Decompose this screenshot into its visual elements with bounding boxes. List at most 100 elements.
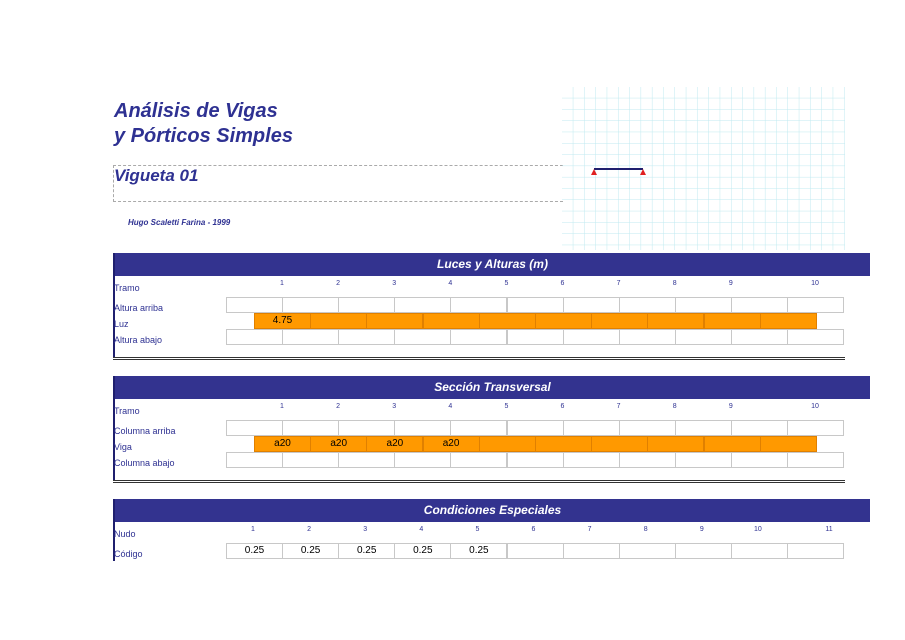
cell	[787, 329, 844, 345]
column-number: 7	[587, 526, 592, 533]
cell: a20	[254, 436, 311, 452]
cell	[703, 436, 761, 452]
cell	[310, 313, 368, 329]
cell	[478, 436, 536, 452]
column-number: 5	[475, 526, 480, 533]
cell: a20	[422, 436, 480, 452]
column-number: 9	[699, 526, 704, 533]
column-number: 4	[448, 280, 453, 287]
cell: 0.25	[450, 543, 508, 559]
column-number: 6	[560, 280, 565, 287]
column-number: 8	[672, 403, 677, 410]
row-label: Columna arriba	[114, 426, 176, 436]
cell	[450, 297, 508, 313]
section-border	[113, 253, 115, 358]
section-border	[113, 499, 115, 561]
cell	[730, 543, 788, 559]
cell	[730, 297, 788, 313]
column-number: 7	[616, 280, 621, 287]
cell	[562, 297, 620, 313]
subtitle-box	[113, 165, 563, 202]
cell	[535, 313, 592, 329]
author: Hugo Scaletti Farina - 1999	[128, 218, 231, 227]
cell	[282, 452, 340, 468]
column-number: 8	[672, 280, 677, 287]
cell	[226, 420, 283, 436]
cell	[394, 420, 452, 436]
cell: 0.25	[394, 543, 452, 559]
cell	[422, 313, 480, 329]
cell	[730, 329, 788, 345]
cell	[703, 313, 761, 329]
row-label: Altura arriba	[114, 303, 164, 313]
cell	[787, 420, 844, 436]
row-label: Código	[114, 549, 143, 559]
row-label: Viga	[114, 442, 132, 452]
cell	[394, 452, 452, 468]
cell	[647, 436, 705, 452]
column-number: 11	[825, 526, 833, 533]
column-number: 10	[811, 280, 819, 287]
cell	[506, 452, 564, 468]
support	[591, 169, 646, 175]
cell	[591, 436, 649, 452]
cell	[618, 420, 676, 436]
column-number: 9	[728, 403, 733, 410]
column-number: 3	[392, 280, 397, 287]
cell	[759, 436, 817, 452]
cell	[450, 420, 508, 436]
section-bottom	[113, 480, 845, 483]
cell	[618, 452, 676, 468]
column-number: 9	[728, 280, 733, 287]
cell	[394, 297, 452, 313]
cell	[787, 452, 844, 468]
column-number: 2	[336, 280, 341, 287]
column-number: 10	[811, 403, 819, 410]
column-number: 2	[336, 403, 341, 410]
cell	[674, 543, 732, 559]
row-label: Altura abajo	[114, 335, 163, 345]
column-number: 4	[448, 403, 453, 410]
cell	[730, 420, 788, 436]
cell	[282, 329, 340, 345]
cell	[562, 329, 620, 345]
column-number: 1	[280, 403, 284, 410]
column-number: 3	[392, 403, 397, 410]
cell	[674, 420, 732, 436]
cell	[478, 313, 536, 329]
cell	[759, 313, 817, 329]
column-number: 4	[419, 526, 424, 533]
cell	[674, 329, 732, 345]
cell	[338, 420, 396, 436]
column-number: 1	[280, 280, 284, 287]
cell	[674, 297, 732, 313]
cell	[226, 452, 283, 468]
cell	[647, 313, 705, 329]
column-number: 6	[560, 403, 565, 410]
cell: 0.25	[338, 543, 396, 559]
section-bottom	[113, 357, 845, 360]
cell	[535, 436, 592, 452]
column-number: 8	[643, 526, 648, 533]
cell: 0.25	[282, 543, 340, 559]
cell	[618, 543, 676, 559]
title: y Pórticos Simples	[114, 125, 293, 147]
cell	[618, 297, 676, 313]
row-label: Columna abajo	[114, 458, 175, 468]
cell	[506, 329, 564, 345]
column-number: 7	[616, 403, 621, 410]
column-number: 5	[504, 403, 509, 410]
cell	[226, 297, 283, 313]
subtitle: Vigueta 01	[114, 166, 199, 185]
cell	[591, 313, 649, 329]
column-number: 1	[251, 526, 255, 533]
section-header: Condiciones Especiales	[115, 499, 870, 522]
column-number: 2	[307, 526, 312, 533]
diagram	[562, 87, 845, 250]
cell	[506, 543, 564, 559]
column-number: 6	[531, 526, 536, 533]
column-label: Tramo	[114, 283, 140, 293]
column-number: 5	[504, 280, 509, 287]
cell	[506, 297, 564, 313]
